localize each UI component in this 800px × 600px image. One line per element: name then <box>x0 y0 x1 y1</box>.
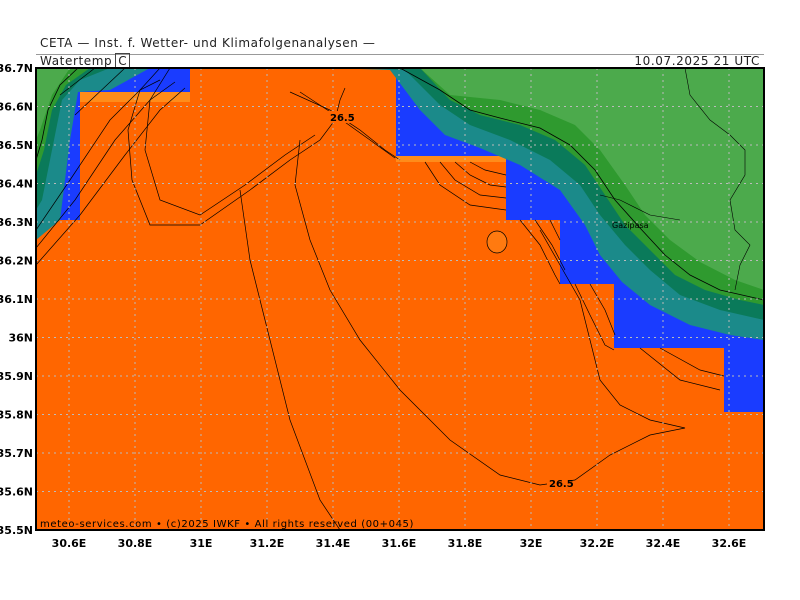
coastline <box>399 68 764 301</box>
x-tick-label: 31E <box>190 537 213 550</box>
y-tick-label: 36.2N <box>0 255 33 268</box>
header-source: CETA — Inst. f. Wetter- und Klimafolgena… <box>40 36 376 50</box>
x-tick-label: 32.4E <box>646 537 681 550</box>
y-tick-label: 35.7N <box>0 447 33 460</box>
x-tick-label: 32.6E <box>712 537 747 550</box>
variable-name: Watertemp <box>40 54 113 68</box>
x-tick-label: 31.4E <box>316 537 351 550</box>
temperature-contours <box>36 68 725 530</box>
y-tick-label: 35.9N <box>0 370 33 383</box>
y-tick-label: 36.1N <box>0 293 33 306</box>
y-tick-label: 36.7N <box>0 62 33 75</box>
x-tick-label: 30.6E <box>52 537 87 550</box>
coastline-west <box>36 68 79 161</box>
y-tick-label: 35.6N <box>0 486 33 499</box>
y-tick-label: 36.4N <box>0 178 33 191</box>
x-tick-label: 32E <box>520 537 543 550</box>
province-border <box>684 68 751 291</box>
place-label-gazipasa: Gazipasa <box>612 221 649 230</box>
variable-label: Watertemp C <box>40 53 131 69</box>
warm-edge-strip-2 <box>396 156 506 162</box>
map-layers: 26.5 26.5 Gazipasa meteo-services.com • … <box>36 68 764 530</box>
copyright-notice: meteo-services.com • (c)2025 IWKF • All … <box>40 519 414 530</box>
y-tick-label: 35.8N <box>0 409 33 422</box>
warm-edge-strip <box>80 92 190 102</box>
y-axis: 36.7N 36.6N 36.5N 36.4N 36.3N 36.2N 36.1… <box>0 62 33 537</box>
x-tick-label: 31.8E <box>448 537 483 550</box>
y-tick-label: 36.5N <box>0 139 33 152</box>
map-frame <box>35 67 765 531</box>
x-tick-label: 30.8E <box>118 537 153 550</box>
unit-box: C <box>115 53 131 69</box>
x-axis: 30.6E 30.8E 31E 31.2E 31.4E 31.6E 31.8E … <box>52 537 747 550</box>
land <box>36 68 764 290</box>
x-tick-label: 31.2E <box>250 537 285 550</box>
province-border-2 <box>599 194 681 221</box>
y-tick-label: 36.3N <box>0 216 33 229</box>
x-tick-label: 31.6E <box>382 537 417 550</box>
contour-label-south: 26.5 <box>549 479 574 490</box>
contour-label-north: 26.5 <box>330 113 355 124</box>
forecast-datetime: 10.07.2025 21 UTC <box>634 54 760 68</box>
y-tick-label: 35.5N <box>0 524 33 537</box>
header-divider <box>36 54 764 55</box>
warm-cell <box>486 230 508 254</box>
lat-lon-grid <box>36 68 764 530</box>
y-tick-label: 36.6N <box>0 101 33 114</box>
y-tick-label: 36N <box>8 332 33 345</box>
x-tick-label: 32.2E <box>580 537 615 550</box>
